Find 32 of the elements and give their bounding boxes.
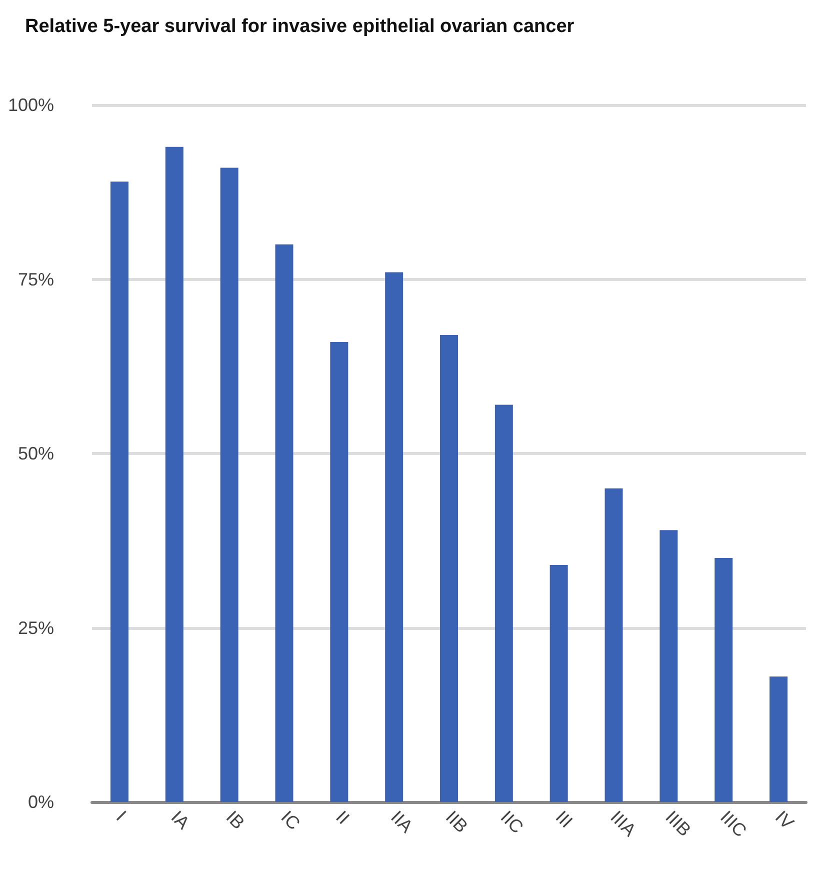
chart-title: Relative 5-year survival for invasive epithelial ovarian cancer bbox=[25, 16, 575, 37]
x-tick-label: IIIA bbox=[606, 806, 640, 840]
bar bbox=[714, 558, 733, 802]
x-tick-label: IIC bbox=[496, 806, 528, 838]
y-tick-label: 100% bbox=[8, 95, 54, 115]
bar bbox=[770, 676, 788, 802]
y-tick-label: 50% bbox=[18, 444, 54, 464]
x-tick-label: III bbox=[552, 806, 577, 832]
y-tick-label: 75% bbox=[18, 269, 54, 290]
x-tick-label: I bbox=[112, 806, 130, 825]
x-tick-label: IIB bbox=[442, 806, 472, 837]
x-tick-label: IIIC bbox=[716, 806, 750, 841]
bar bbox=[494, 404, 513, 802]
y-tick-label: 0% bbox=[28, 792, 54, 812]
x-tick-label: IIIB bbox=[662, 806, 695, 840]
x-tick-label: IC bbox=[277, 806, 304, 834]
bar bbox=[220, 168, 238, 802]
bar bbox=[440, 335, 458, 802]
x-tick-label: IA bbox=[167, 806, 194, 834]
bar bbox=[165, 146, 184, 802]
bar bbox=[385, 272, 404, 802]
bar bbox=[660, 530, 678, 802]
bar bbox=[110, 182, 128, 802]
y-tick-label: 25% bbox=[18, 618, 54, 638]
x-tick-label: IIA bbox=[387, 806, 417, 837]
x-tick-label: IB bbox=[222, 806, 248, 834]
bar bbox=[330, 342, 348, 802]
bar bbox=[275, 244, 294, 802]
bar bbox=[550, 565, 568, 802]
x-tick-label: IV bbox=[771, 806, 798, 834]
bar bbox=[604, 488, 623, 802]
x-tick-label: II bbox=[332, 806, 354, 828]
